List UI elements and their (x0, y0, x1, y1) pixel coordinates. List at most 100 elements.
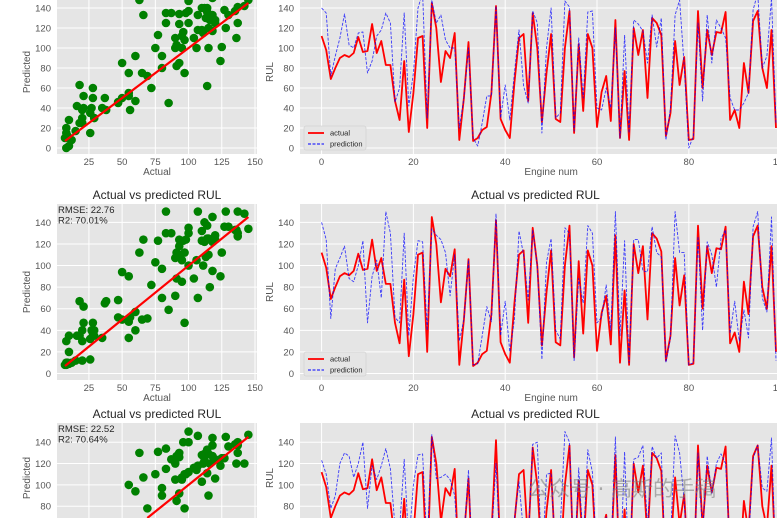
scatter-point (197, 25, 207, 35)
scatter-point (153, 236, 163, 246)
scatter-point (151, 258, 160, 267)
scatter-point (240, 459, 249, 468)
scatter-point (184, 228, 193, 238)
scatter-point (180, 68, 189, 78)
scatter-point (64, 331, 74, 341)
x-tick-label: 80 (684, 157, 695, 168)
series-line-prediction (321, 211, 777, 366)
scatter-point (208, 266, 217, 276)
scatter-point (135, 248, 144, 257)
scatter-point (174, 452, 184, 462)
y-tick-label: 140 (35, 4, 51, 15)
plot-area (320, 211, 777, 367)
y-tick-label: 120 (278, 459, 294, 470)
y-tick-label: 140 (278, 4, 294, 15)
scatter-point (79, 318, 88, 328)
scatter-point (161, 464, 171, 474)
scatter-point (220, 453, 229, 463)
plot-area (124, 427, 253, 518)
y-tick-label: 40 (283, 326, 294, 337)
scatter-point (244, 224, 253, 234)
scatter-point (75, 80, 84, 90)
scatter-point (153, 447, 163, 457)
scatter-point (193, 293, 203, 303)
legend-label: prediction (330, 366, 363, 375)
legend-label: actual (330, 129, 350, 138)
scatter-point (157, 483, 167, 493)
y-tick-label: 60 (40, 304, 51, 315)
scatter-point (62, 143, 71, 153)
scatter-point (135, 0, 144, 5)
scatter-point (139, 473, 148, 482)
watermark: 公众号 · 高斯的手稿 (528, 477, 717, 501)
y-tick-label: 80 (283, 64, 294, 75)
scatter-point (131, 486, 140, 496)
scatter-point (184, 427, 193, 436)
x-tick-label: 0 (319, 157, 324, 168)
y-tick-label: 0 (46, 369, 51, 380)
x-tick-label: 75 (150, 383, 161, 394)
scatter-point (177, 277, 187, 287)
plot-area (60, 207, 253, 370)
scatter-point (210, 474, 220, 483)
scatter-point (64, 115, 74, 125)
scatter-point (151, 469, 160, 479)
scatter-point (217, 248, 227, 257)
y-tick-label: 80 (40, 64, 51, 75)
x-tick-label: 0 (319, 383, 324, 394)
scatter-point (88, 329, 98, 338)
y-tick-label: 40 (40, 104, 51, 115)
y-tick-label: 20 (283, 124, 294, 135)
y-tick-label: 120 (278, 24, 294, 35)
line-panel: 0 20 40 60 80 100 0 20 40 60 80 100 120 140 RUL actual p… (265, 188, 777, 404)
scatter-point (205, 15, 215, 25)
x-tick-label: 40 (500, 157, 511, 168)
y-tick-label: 100 (35, 261, 51, 272)
x-tick-label: 75 (150, 157, 161, 168)
scatter-point (113, 98, 123, 108)
plot-area (320, 0, 777, 149)
scatter-point (161, 18, 171, 28)
scatter-point (147, 280, 156, 290)
y-tick-label: 60 (40, 84, 51, 95)
scatter-point (64, 347, 74, 357)
scatter-point (157, 264, 167, 274)
scatter-point (192, 43, 201, 53)
scatter-point (193, 431, 203, 441)
scatter-point (161, 207, 171, 216)
y-tick-label: 0 (289, 144, 294, 155)
scatter-point (202, 221, 212, 230)
scatter-point (204, 449, 213, 459)
x-tick-label: 50 (117, 383, 128, 394)
scatter-point (174, 58, 184, 68)
x-tick-label: 25 (84, 157, 95, 168)
fit-line (64, 216, 250, 367)
y-tick-label: 100 (35, 44, 51, 55)
x-tick-label: 100 (773, 383, 777, 394)
scatter-point (124, 272, 134, 281)
scatter-point (201, 252, 211, 262)
metric-annotation: R2: 66.79% (58, 0, 108, 2)
scatter-point (180, 318, 189, 328)
y-tick-label: 100 (278, 261, 294, 272)
scatter-point (77, 105, 87, 115)
scatter-point (131, 51, 140, 61)
series-line-prediction (321, 0, 777, 149)
scatter-point (224, 442, 233, 451)
scatter-point (208, 212, 217, 222)
scatter-point (125, 105, 135, 115)
y-axis-label: Predicted (22, 51, 33, 93)
scatter-point (131, 326, 140, 335)
y-tick-label: 140 (278, 218, 294, 229)
scatter-point (71, 126, 80, 136)
scatter-point (101, 296, 111, 306)
scatter-point (180, 35, 189, 45)
scatter-point (79, 91, 88, 101)
y-axis-label: Predicted (22, 457, 33, 499)
y-axis-label: Predicted (22, 271, 33, 313)
y-tick-label: 20 (283, 347, 294, 358)
scatter-point (170, 291, 180, 301)
scatter-point (208, 433, 217, 443)
scatter-point (193, 207, 203, 216)
x-axis-label: Actual (143, 167, 171, 178)
